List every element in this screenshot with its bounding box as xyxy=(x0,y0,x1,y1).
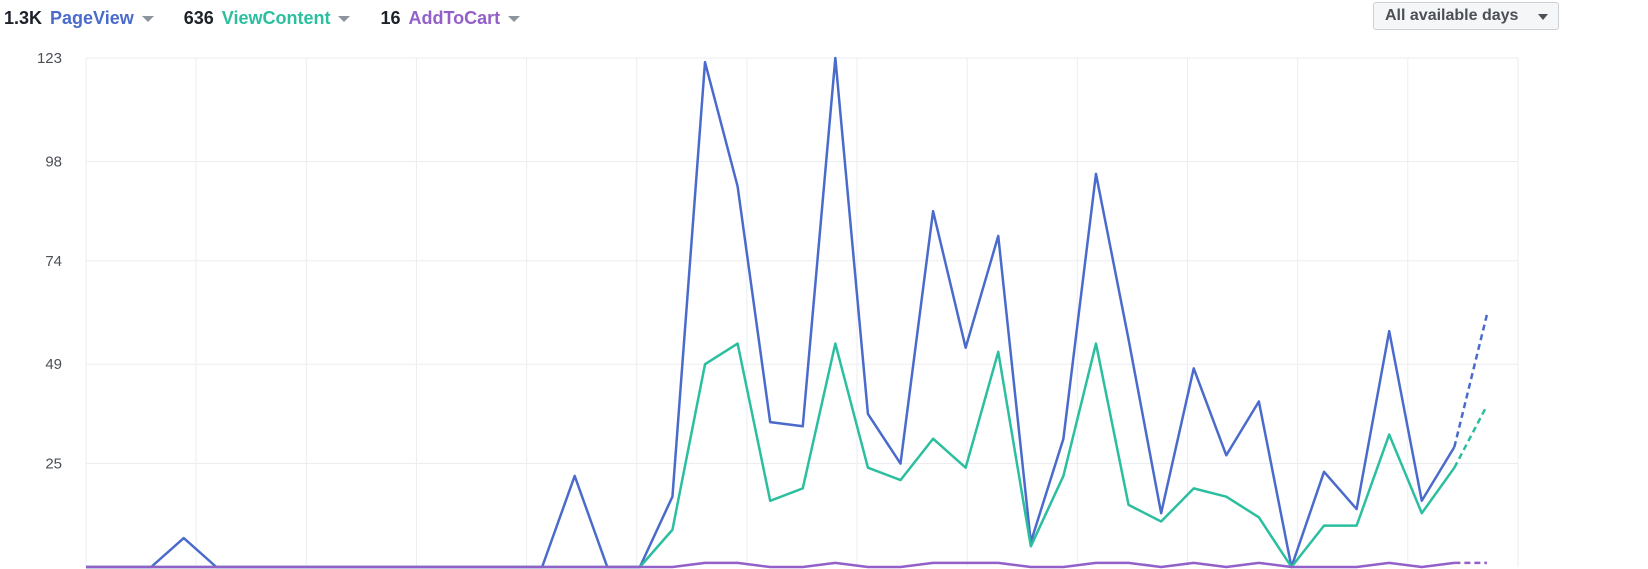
date-range-dropdown[interactable]: All available days xyxy=(1373,2,1559,30)
y-tick-label: 98 xyxy=(45,153,62,170)
y-tick-label: 123 xyxy=(37,50,62,67)
legend-name: ViewContent xyxy=(221,8,331,28)
series-total: 1.3K xyxy=(4,8,43,28)
series-total: 636 xyxy=(183,8,214,28)
series-line xyxy=(1453,405,1489,469)
y-tick-label: 49 xyxy=(45,356,62,373)
caret xyxy=(141,16,154,23)
series-line xyxy=(86,56,1456,569)
legend-item[interactable]: 636 ViewContent xyxy=(184,8,351,29)
y-tick-label: 74 xyxy=(45,253,62,270)
legend: 1.3K PageView 636 ViewContent 16 AddToCart xyxy=(4,8,550,29)
caret xyxy=(1538,14,1548,20)
caret xyxy=(338,16,351,23)
legend-item[interactable]: 16 AddToCart xyxy=(380,8,521,29)
series-line xyxy=(86,561,1455,569)
legend-name: PageView xyxy=(50,8,134,28)
series-line xyxy=(86,342,1456,569)
legend-name: AddToCart xyxy=(408,8,501,28)
y-tick-label: 25 xyxy=(45,456,62,473)
legend-item[interactable]: 1.3K PageView xyxy=(4,8,154,29)
series-total: 16 xyxy=(380,8,401,28)
caret xyxy=(508,16,521,23)
date-range-label: All available days xyxy=(1385,7,1519,24)
series-line xyxy=(1453,314,1489,448)
